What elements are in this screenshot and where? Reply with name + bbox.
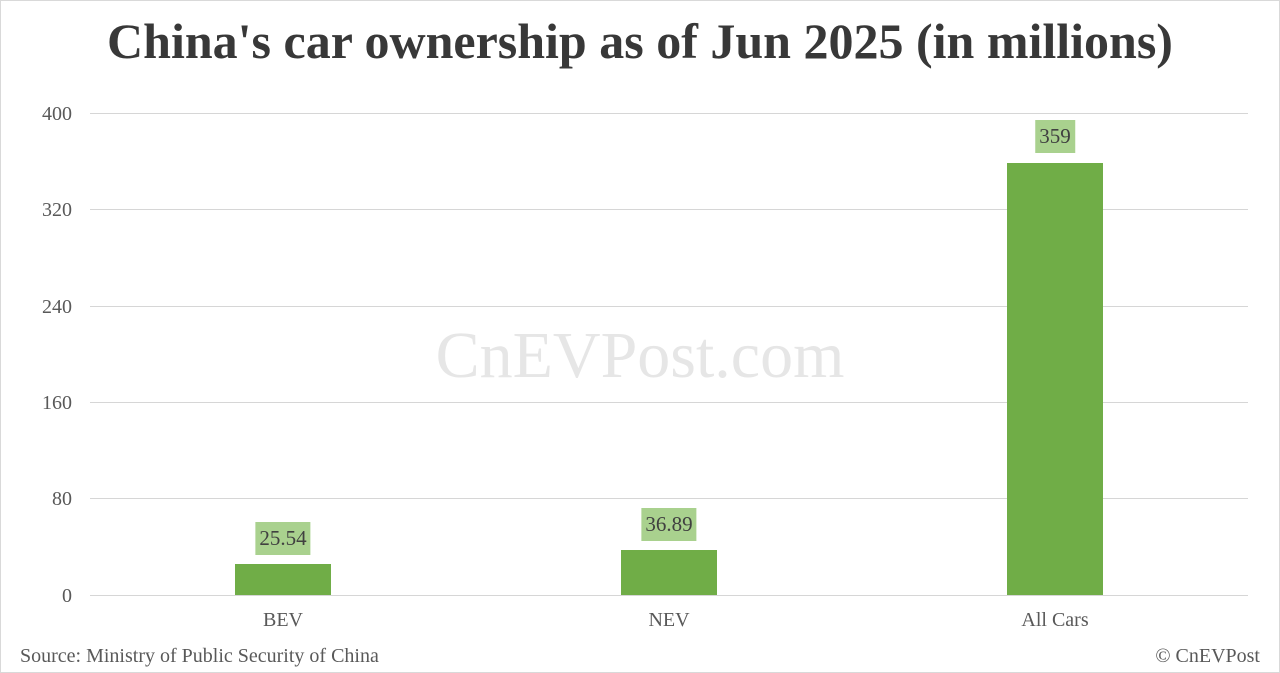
y-tick-label: 80 [52, 488, 72, 510]
x-category-label: NEV [648, 609, 690, 631]
y-tick-label: 240 [42, 296, 72, 318]
data-label-nev: 36.89 [641, 508, 697, 541]
copyright-note: © CnEVPost [1155, 645, 1260, 667]
bar-all-cars[interactable] [1007, 163, 1103, 595]
data-label-all-cars: 359 [1035, 120, 1075, 153]
bar-bev[interactable] [235, 564, 331, 595]
x-category-label: BEV [263, 609, 303, 631]
bar-nev[interactable] [621, 550, 717, 595]
gridline-160 [90, 402, 1248, 403]
gridline-400 [90, 113, 1248, 114]
gridline-80 [90, 498, 1248, 499]
gridline-240 [90, 306, 1248, 307]
data-label-bev: 25.54 [255, 522, 311, 555]
y-tick-label: 320 [42, 199, 72, 221]
y-tick-label: 0 [62, 585, 72, 607]
x-category-label: All Cars [1021, 609, 1089, 631]
x-axis-baseline [90, 595, 1248, 596]
chart-title: China's car ownership as of Jun 2025 (in… [107, 13, 1173, 69]
gridline-320 [90, 209, 1248, 210]
source-note: Source: Ministry of Public Security of C… [20, 645, 379, 667]
y-tick-label: 160 [42, 392, 72, 414]
y-tick-label: 400 [42, 103, 72, 125]
